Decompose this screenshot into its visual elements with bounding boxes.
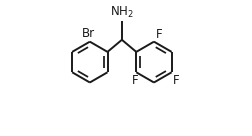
- Text: F: F: [155, 28, 162, 41]
- Text: F: F: [173, 74, 179, 87]
- Text: Br: Br: [82, 27, 95, 40]
- Text: NH$_2$: NH$_2$: [110, 5, 133, 20]
- Text: F: F: [131, 74, 138, 87]
